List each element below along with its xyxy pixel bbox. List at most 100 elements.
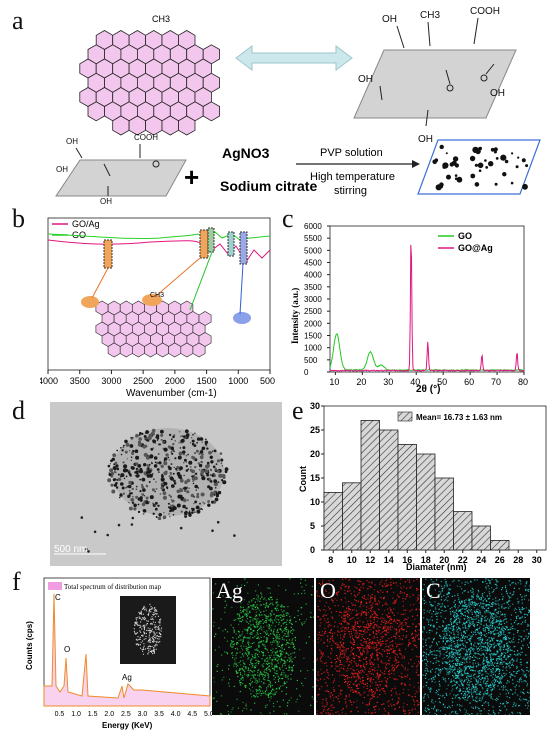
panel-label-d: d	[12, 396, 25, 425]
b-x-tick: 3500	[70, 376, 90, 386]
map-ag-label: Ag	[216, 578, 243, 603]
c-x-axis-label: 2θ (°)	[416, 384, 440, 394]
b-x-tick: 4000	[40, 376, 58, 386]
peak-label-c: C	[55, 593, 61, 602]
legend-go: GO	[72, 230, 86, 240]
epoxy-marker	[233, 312, 251, 324]
series-go	[47, 231, 271, 241]
f-x-tick: 1.5	[88, 711, 98, 718]
hydroxyl-marker	[81, 296, 99, 308]
f-x-tick: 2.0	[104, 711, 114, 718]
highlight-co-band	[199, 229, 209, 259]
e-y-axis-label: Count	[298, 466, 308, 492]
peak-label-o: O	[64, 645, 70, 654]
series-go-ag	[47, 239, 271, 263]
spectrum-area	[43, 593, 211, 707]
e-y-tick: 10	[310, 497, 320, 507]
b-x-tick: 3000	[101, 376, 121, 386]
e-x-tick: 10	[347, 555, 357, 565]
c-y-tick: 6000	[304, 222, 322, 231]
b-x-ticks: 4000 3500 3000 2500 2000 1500 1000 500	[40, 370, 275, 386]
f-y-axis-label: Counts (cps)	[25, 621, 34, 670]
oh-label: OH	[490, 88, 505, 99]
panel-e-histogram: 0 5 10 15 20 25 30 8 10 12 14 16 18 20 22 24 26 28 30 Mea…	[298, 401, 547, 572]
f-x-tick: 1.0	[71, 711, 81, 718]
histogram-bar	[471, 525, 491, 551]
e-x-tick: 22	[458, 555, 468, 565]
graphene-oxide-structure	[79, 30, 221, 136]
e-x-tick: 8	[328, 555, 333, 565]
c-x-tick: 80	[518, 377, 528, 387]
b-x-tick: 1000	[228, 376, 248, 386]
map-o-label: O	[320, 578, 336, 603]
e-y-tick: 15	[310, 473, 320, 483]
c-y-tick: 500	[304, 356, 318, 365]
panel-a-schematic: CH3 OH CH3 COOH OH OH OH OH COOH OH OH +…	[55, 6, 541, 205]
histogram-bar	[490, 539, 510, 551]
f-x-tick: 4.0	[171, 711, 181, 718]
cooh-label: COOH	[470, 6, 500, 17]
cooh-label: COOH	[134, 133, 158, 142]
c-y-tick: 1500	[304, 332, 322, 341]
highlight-coc-band	[239, 231, 248, 265]
legend-go-ag: GO@Ag	[458, 243, 493, 253]
f-x-tick: 3.5	[154, 711, 164, 718]
e-legend: Mean= 16.73 ± 1.63 nm	[416, 413, 502, 422]
c-y-tick: 0	[304, 368, 309, 377]
c-y-tick: 3500	[304, 283, 322, 292]
f-x-tick: 2.5	[121, 711, 131, 718]
b-x-tick: 1500	[197, 376, 217, 386]
c-x-tick: 10	[329, 377, 339, 387]
ch3-label: CH3	[420, 10, 440, 21]
histogram-bar	[397, 444, 417, 551]
e-x-axis-label: Diamater (nm)	[406, 562, 467, 572]
f-legend: Total spectrum of distribution map	[64, 583, 162, 591]
c-x-tick: 50	[437, 377, 447, 387]
e-x-tick: 28	[513, 555, 523, 565]
panel-label-b: b	[12, 204, 25, 233]
f-x-tick: 3.0	[138, 711, 148, 718]
histogram-bar	[434, 477, 454, 551]
legend-go-ag: GO/Ag	[72, 219, 100, 229]
c-y-tick: 5000	[304, 246, 322, 255]
c-x-tick: 70	[491, 377, 501, 387]
highlight-coh-band	[227, 231, 235, 257]
c-x-tick: 60	[464, 377, 474, 387]
peak-label-ag: Ag	[122, 673, 132, 682]
oh-label: OH	[66, 137, 78, 146]
e-x-tick: 18	[421, 555, 431, 565]
c-y-axis-label: Intensity (a.u.)	[290, 288, 300, 344]
e-x-tick: 16	[402, 555, 412, 565]
map-o: O	[316, 578, 422, 717]
reagent-sodium-citrate: Sodium citrate	[220, 178, 317, 194]
c-x-tick: 40	[410, 377, 420, 387]
e-y-tick: 5	[310, 521, 315, 531]
b-x-tick: 500	[260, 376, 275, 386]
histogram-bar	[416, 453, 436, 551]
f-x-axis-label: Energy (KeV)	[102, 721, 153, 730]
oh-label: OH	[100, 197, 112, 205]
oh-label: OH	[382, 14, 397, 25]
c-y-tick: 2500	[304, 307, 322, 316]
e-x-tick: 20	[439, 555, 449, 565]
c-x-tick: 30	[383, 377, 393, 387]
reagent-agno3: AgNO3	[222, 145, 270, 161]
c-y-tick: 4000	[304, 271, 322, 280]
f-x-tick: 0.5	[55, 711, 65, 718]
e-x-tick: 14	[384, 555, 394, 565]
e-y-tick: 30	[310, 401, 320, 411]
panel-f-eds-spectrum: Total spectrum of distribution map C O A…	[25, 577, 212, 730]
oh-label: OH	[358, 74, 373, 85]
oh-label: OH	[418, 134, 433, 145]
ag-nanoparticles	[432, 144, 529, 191]
e-x-tick: 30	[532, 555, 542, 565]
e-y-tick: 0	[310, 545, 315, 555]
carboxyl-marker	[142, 294, 162, 306]
panel-label-f: f	[12, 567, 21, 596]
c-y-tick: 5500	[304, 234, 322, 243]
histogram-bar	[323, 492, 343, 551]
go-sheet-top	[353, 49, 517, 119]
e-x-tick: 24	[476, 555, 486, 565]
map-c: C	[422, 578, 531, 717]
plus-sign: +	[184, 162, 199, 192]
